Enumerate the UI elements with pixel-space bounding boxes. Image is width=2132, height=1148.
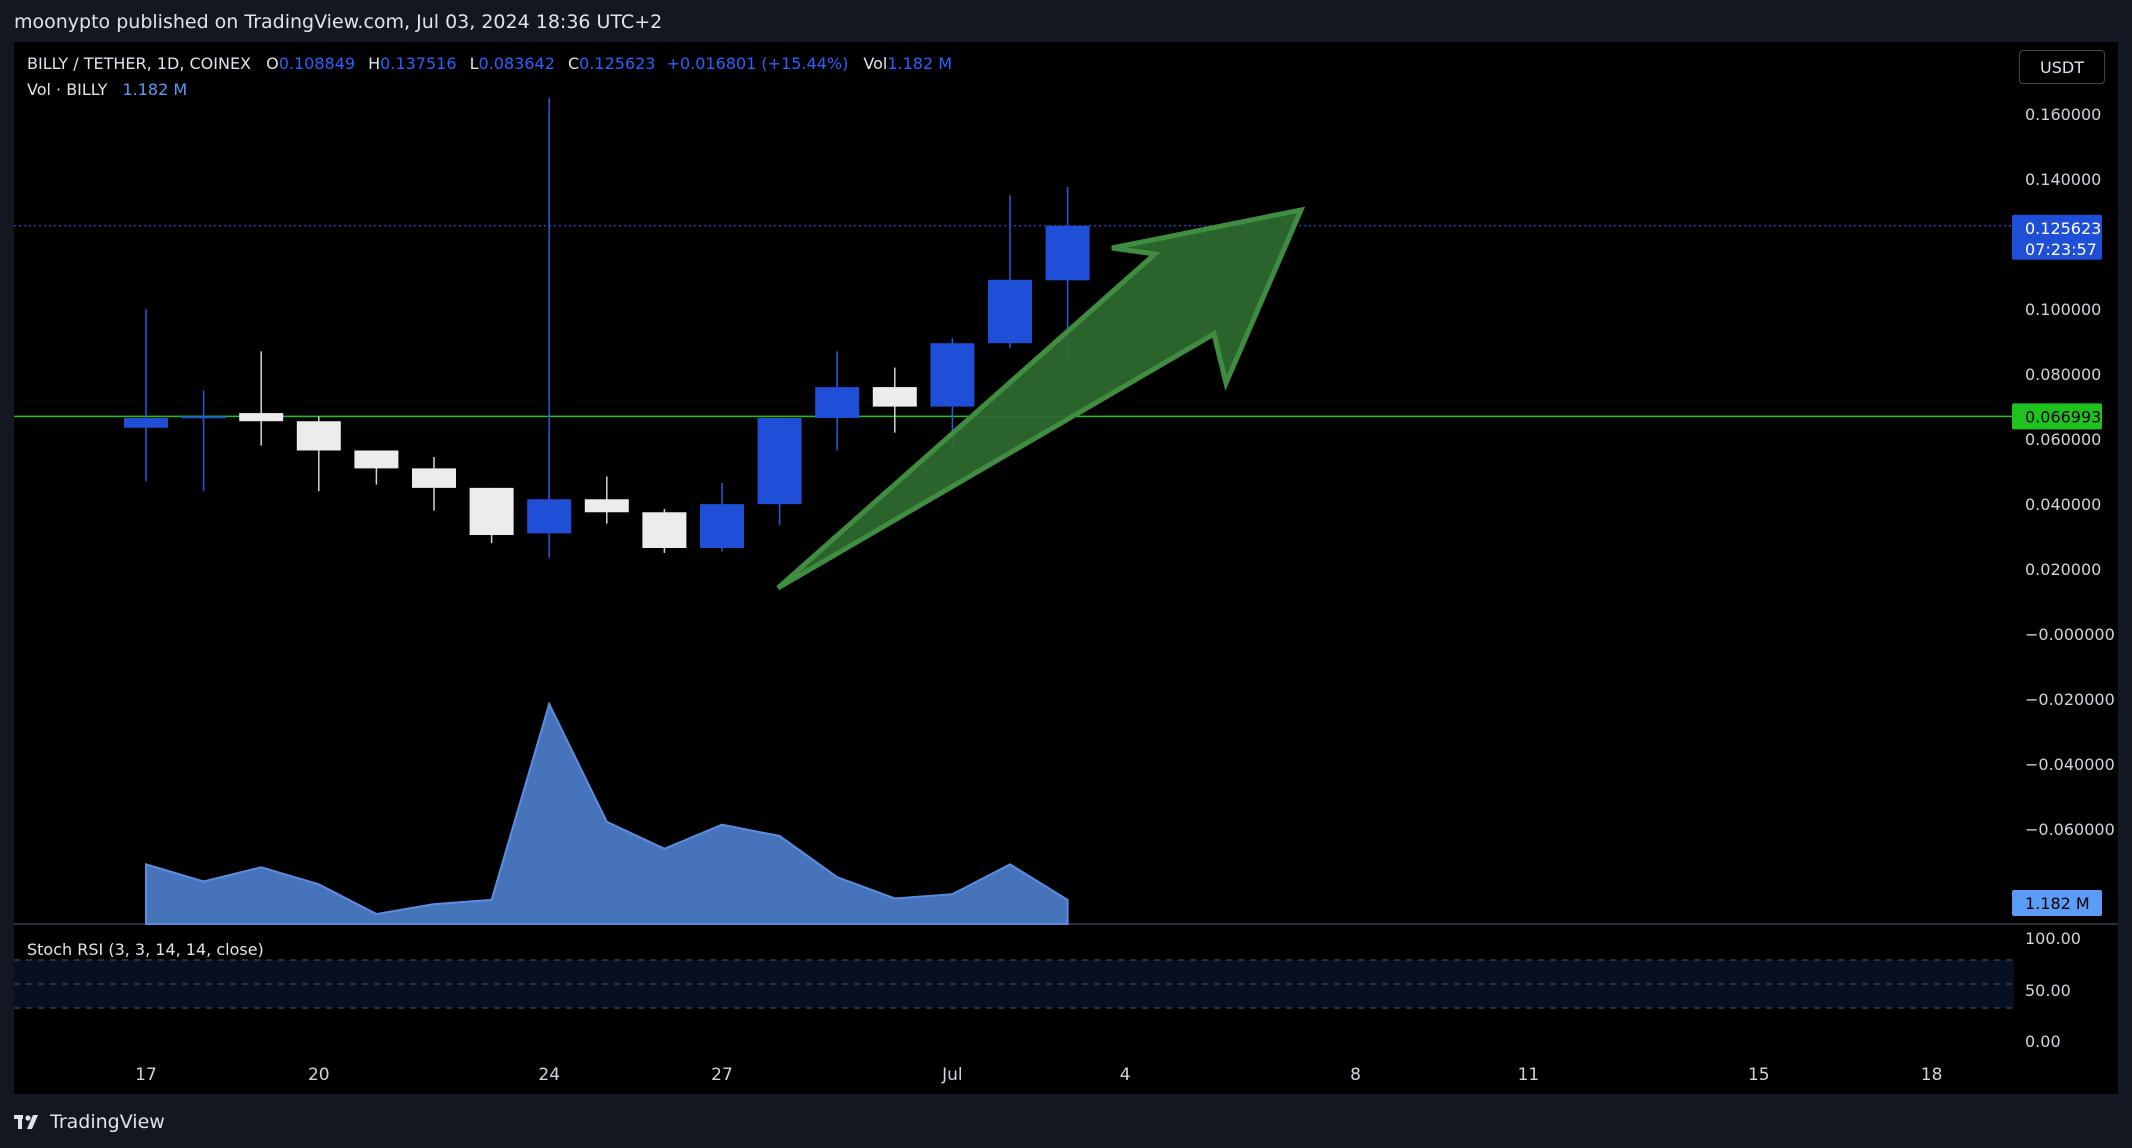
candle-body xyxy=(181,416,226,419)
last-price-badge: 0.125623 07:23:57 xyxy=(2012,214,2102,260)
vol-value: 1.182 M xyxy=(887,54,953,73)
candle[interactable] xyxy=(700,483,744,552)
level-price-badge-text: 0.066993 xyxy=(2025,407,2101,426)
close-label: C xyxy=(567,54,580,73)
candle[interactable] xyxy=(469,487,514,544)
last-price-badge-text: 0.125623 xyxy=(2025,219,2101,238)
candle[interactable] xyxy=(642,509,687,553)
y-tick-label: 0.060000 xyxy=(2025,430,2101,449)
stoch-rsi-tick: 50.00 xyxy=(2025,981,2071,1000)
candle[interactable] xyxy=(815,351,860,451)
candle[interactable] xyxy=(584,476,629,524)
high-label: H xyxy=(368,54,381,73)
publish-info: moonypto published on TradingView.com, J… xyxy=(14,11,663,33)
x-tick-label: Jul xyxy=(941,1065,963,1085)
x-tick-label: 8 xyxy=(1350,1065,1361,1085)
candle[interactable] xyxy=(181,390,226,492)
y-tick-label: 0.140000 xyxy=(2025,170,2101,189)
candle[interactable] xyxy=(757,417,802,526)
low-value: 0.083642 xyxy=(478,54,555,73)
x-tick-label: 20 xyxy=(308,1065,330,1085)
last-price-badge-text: 07:23:57 xyxy=(2025,240,2097,259)
volume-area xyxy=(145,701,1069,925)
candle-body xyxy=(239,413,284,422)
x-tick-label: 18 xyxy=(1921,1065,1943,1085)
candle-body xyxy=(412,468,456,488)
candle-body xyxy=(527,499,572,534)
x-tick-label: 24 xyxy=(538,1065,560,1085)
volume-badge: 1.182 M xyxy=(2012,890,2102,916)
candle-body xyxy=(124,417,168,428)
publish-header: moonypto published on TradingView.com, J… xyxy=(0,0,2132,42)
y-tick-label: 0.040000 xyxy=(2025,495,2101,514)
candle-body xyxy=(469,487,514,536)
x-tick-label: 4 xyxy=(1120,1065,1131,1085)
candle-body xyxy=(1045,225,1090,281)
low-label: L xyxy=(469,54,479,73)
candle-body xyxy=(642,512,687,549)
change-value: +0.016801 (+15.44%) xyxy=(666,54,849,73)
x-tick-label: 27 xyxy=(711,1065,733,1085)
price-pane[interactable] xyxy=(14,42,2014,924)
candle[interactable] xyxy=(872,367,917,433)
y-tick-label: −0.060000 xyxy=(2025,820,2115,839)
x-tick-label: 11 xyxy=(1518,1065,1540,1085)
candle-body xyxy=(700,504,744,549)
candle-body xyxy=(296,421,341,451)
open-label: O xyxy=(266,54,279,73)
y-tick-label: −0.020000 xyxy=(2025,690,2115,709)
y-tick-label: 0.100000 xyxy=(2025,300,2101,319)
y-tick-label: −0.040000 xyxy=(2025,755,2115,774)
stoch-rsi-tick: 100.00 xyxy=(2025,929,2081,948)
currency-button[interactable]: USDT xyxy=(2019,50,2105,84)
ohlc-legend: BILLY / TETHER, 1D, COINEX O0.108849 H0.… xyxy=(27,54,952,73)
vol-label: Vol xyxy=(863,54,888,73)
y-tick-label: −0.000000 xyxy=(2025,625,2115,644)
candle-body xyxy=(757,417,802,505)
candle[interactable] xyxy=(988,195,1032,349)
candle-body xyxy=(872,387,917,407)
candle[interactable] xyxy=(239,351,284,446)
level-price-badge-bg xyxy=(2012,403,2102,430)
trend-arrow-annotation[interactable] xyxy=(776,206,1306,591)
candle[interactable] xyxy=(412,456,456,511)
candle[interactable] xyxy=(1045,187,1090,363)
volume-legend-value: 1.182 M xyxy=(122,80,188,99)
last-price-badge-bg xyxy=(2012,214,2102,260)
y-tick-label: 0.080000 xyxy=(2025,365,2101,384)
y-tick-label: 0.020000 xyxy=(2025,560,2101,579)
volume-badge-bg xyxy=(2012,890,2102,916)
candle-body xyxy=(354,450,399,469)
candle[interactable] xyxy=(930,338,975,451)
high-value: 0.137516 xyxy=(380,54,457,73)
tradingview-logo-text: TradingView xyxy=(50,1111,165,1133)
level-price-badge: 0.066993 xyxy=(2012,403,2102,430)
tradingview-logo-icon xyxy=(14,1115,38,1129)
candle-body xyxy=(584,499,629,513)
tradingview-logo[interactable]: TradingView xyxy=(14,1110,165,1134)
open-value: 0.108849 xyxy=(278,54,356,73)
stoch-rsi-tick: 0.00 xyxy=(2025,1032,2061,1051)
time-axis[interactable] xyxy=(14,1042,2014,1094)
candle[interactable] xyxy=(354,450,399,485)
x-tick-label: 15 xyxy=(1748,1065,1770,1085)
candle-body xyxy=(930,343,975,407)
close-value: 0.125623 xyxy=(579,54,656,73)
candle[interactable] xyxy=(527,97,572,558)
volume-legend-label[interactable]: Vol · BILLY xyxy=(27,80,108,99)
volume-badge-text: 1.182 M xyxy=(2025,894,2090,913)
x-tick-label: 17 xyxy=(135,1065,157,1085)
candle-body xyxy=(815,387,860,418)
candle[interactable] xyxy=(296,416,341,492)
candle[interactable] xyxy=(124,309,168,482)
volume-legend: Vol · BILLY 1.182 M xyxy=(27,80,187,99)
stoch-rsi-label: Stoch RSI (3, 3, 14, 14, close) xyxy=(27,940,264,959)
candle-body xyxy=(988,279,1032,344)
symbol-label[interactable]: BILLY / TETHER, 1D, COINEX xyxy=(27,54,252,73)
y-tick-label: 0.160000 xyxy=(2025,105,2101,124)
